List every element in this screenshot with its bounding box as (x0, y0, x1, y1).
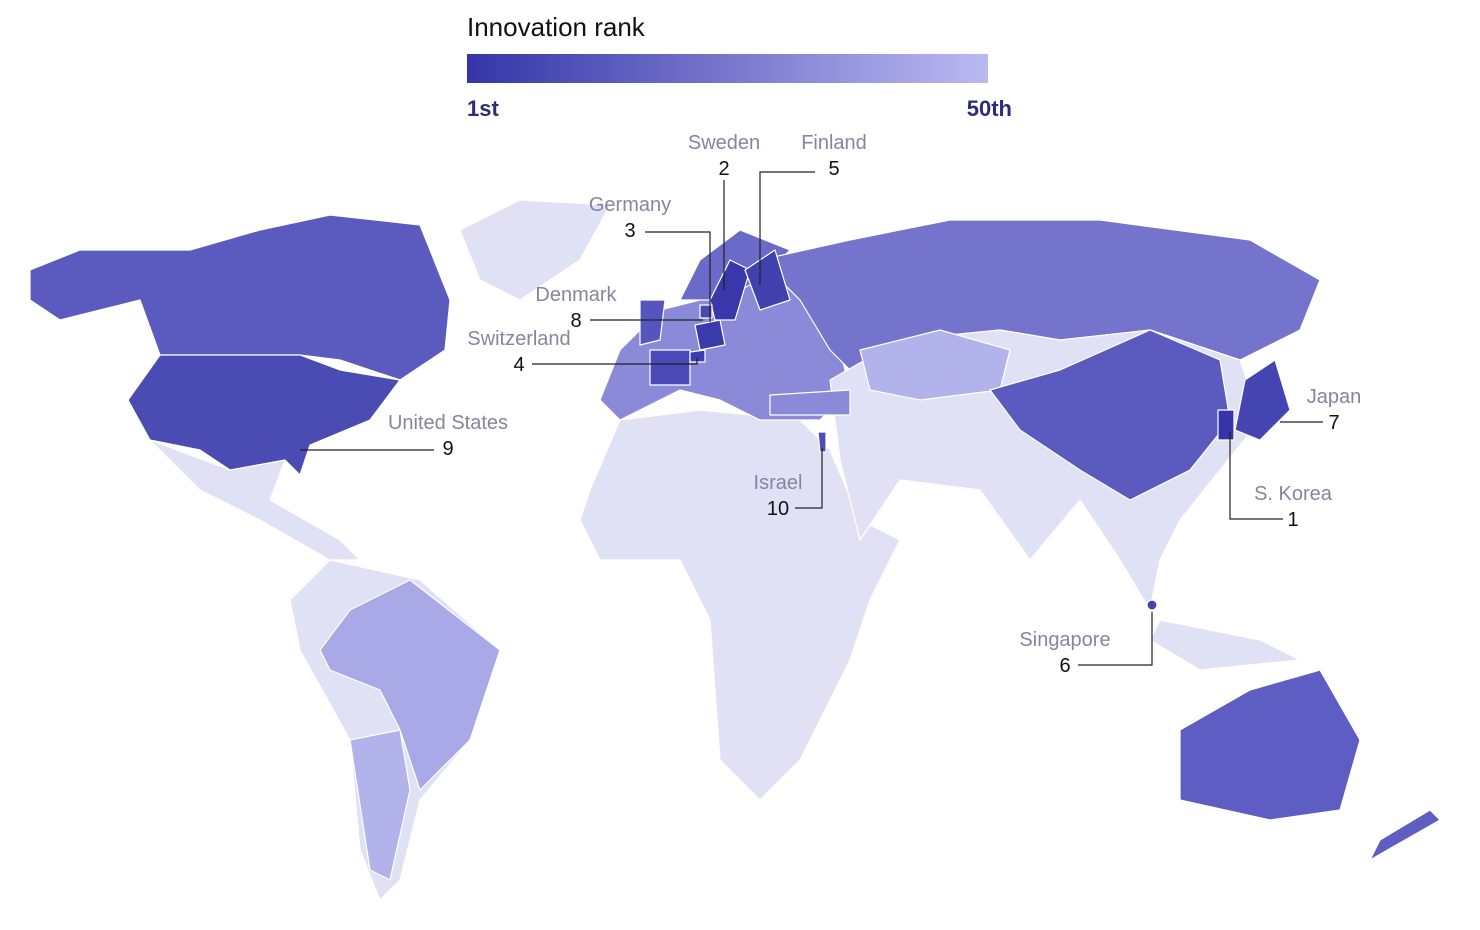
country-name: Switzerland (467, 328, 570, 350)
country-rank: 8 (570, 310, 581, 332)
country-name: Israel (754, 472, 803, 494)
leader-line (759, 171, 815, 285)
country-shape (817, 431, 827, 453)
leader-line (795, 448, 823, 509)
country-name: S. Korea (1254, 483, 1333, 505)
country-name: Singapore (1019, 629, 1110, 651)
country-rank: 10 (767, 498, 789, 520)
country-shape (127, 354, 401, 476)
legend-max-label: 50th (967, 96, 1012, 121)
legend-gradient (467, 54, 988, 83)
country-name: United States (388, 412, 508, 434)
country-rank: 6 (1059, 655, 1070, 677)
country-shape (744, 249, 791, 311)
country-rank: 2 (718, 158, 729, 180)
ranked-countries (127, 249, 1291, 611)
country-name: Germany (589, 194, 671, 216)
country-shape (694, 319, 726, 351)
country-name: Finland (801, 132, 867, 154)
land-base (29, 199, 1441, 901)
country-shape (1146, 599, 1158, 611)
leader-line (1078, 612, 1153, 666)
country-shape (709, 259, 751, 321)
leader-line (1229, 432, 1283, 520)
country-shape (1217, 409, 1235, 441)
country-shape (689, 349, 706, 363)
labels: Sweden 2 Finland 5 Germany 3 Denmark 8Switzerla… (300, 132, 1361, 677)
leader-line (532, 358, 698, 365)
country-rank: 1 (1287, 509, 1298, 531)
country-name: Denmark (535, 284, 617, 306)
legend-min-label: 1st (467, 96, 499, 121)
leader-line (645, 231, 711, 322)
country-shape (699, 304, 713, 319)
country-shape (1234, 359, 1291, 441)
legend-title: Innovation rank (467, 12, 646, 42)
country-rank: 9 (442, 438, 453, 460)
country-rank: 3 (624, 220, 635, 242)
country-name: Japan (1307, 386, 1362, 408)
country-name: Sweden (688, 132, 760, 154)
country-rank: 4 (513, 354, 524, 376)
country-rank: 7 (1328, 412, 1339, 434)
country-rank: 5 (828, 158, 839, 180)
